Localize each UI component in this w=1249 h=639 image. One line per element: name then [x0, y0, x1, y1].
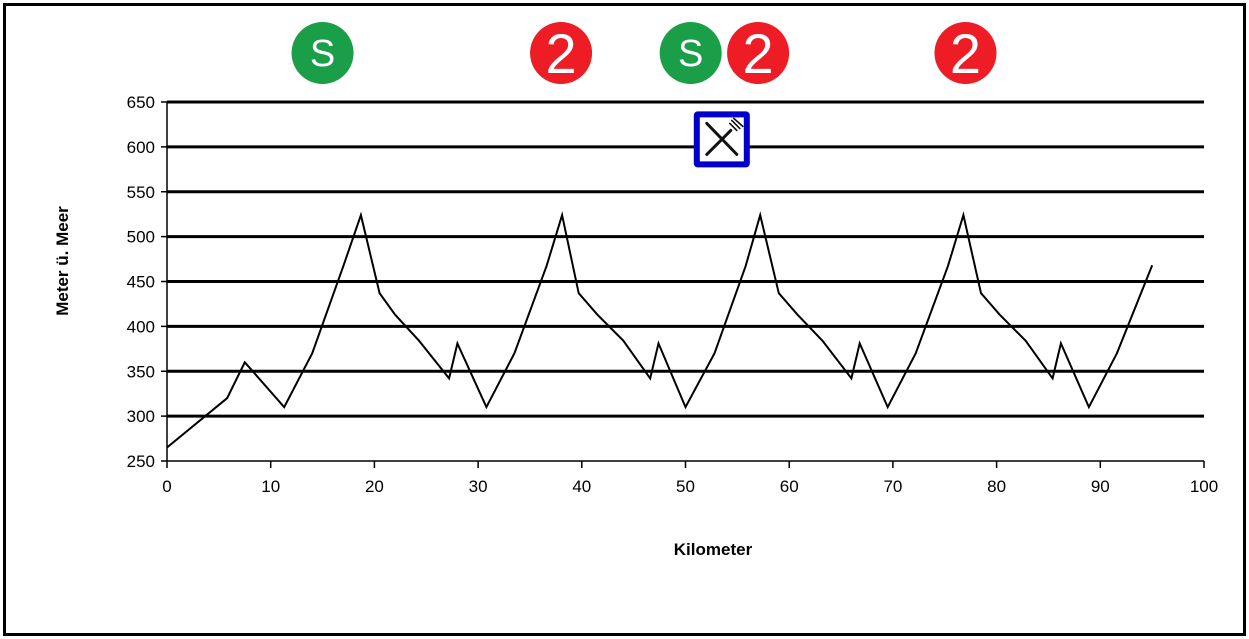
fork-knife-icon: [693, 111, 750, 168]
marker-2-3: 2: [727, 22, 790, 85]
marker-label: 2: [950, 22, 981, 85]
y-tick-label-350: 350: [127, 362, 155, 381]
marker-S-2: S: [659, 22, 722, 84]
y-tick-label-550: 550: [127, 183, 155, 202]
marker-circle: [727, 22, 790, 84]
axes: [161, 101, 1205, 468]
y-tick-label-500: 500: [127, 228, 155, 247]
x-tick-label-10: 10: [261, 477, 280, 496]
x-tick-label-60: 60: [780, 477, 799, 496]
x-tick-label-70: 70: [883, 477, 902, 496]
fork-shape: [705, 128, 733, 156]
tick-labels: 250 300 350 400 450 500 550 600 650 0 10 20 30 40 50 60…: [127, 93, 1219, 496]
x-tick-label-90: 90: [1091, 477, 1110, 496]
x-tick-label-80: 80: [987, 477, 1006, 496]
y-tick-label-250: 250: [127, 452, 155, 471]
marker-circle: [291, 22, 354, 84]
y-tick-label-600: 600: [127, 138, 155, 157]
x-tick-label-40: 40: [572, 477, 591, 496]
y-tick-label-400: 400: [127, 317, 155, 336]
x-tick-label-20: 20: [365, 477, 384, 496]
marker-label: 2: [545, 22, 576, 85]
y-axis-label: Meter ü. Meer: [53, 206, 72, 316]
marker-2-4: 2: [934, 22, 997, 85]
x-tick-label-30: 30: [469, 477, 488, 496]
fork-tine: [728, 122, 738, 132]
marker-circle: [659, 22, 722, 84]
fork-tine: [730, 119, 741, 130]
marker-label: 2: [743, 22, 774, 85]
marker-circle: [530, 22, 593, 84]
x-axis-label: Kilometer: [674, 540, 753, 559]
y-tick-label-450: 450: [127, 273, 155, 292]
marker-circle: [934, 22, 997, 84]
marker-S-0: S: [291, 22, 354, 84]
marker-2-1: 2: [530, 22, 593, 85]
icons: [693, 111, 750, 168]
series: [166, 211, 1154, 449]
marker-label: S: [678, 33, 703, 75]
y-tick-label-300: 300: [127, 407, 155, 426]
x-tick-label-100: 100: [1190, 477, 1218, 496]
y-tick-label-650: 650: [127, 93, 155, 112]
fork-tine: [732, 117, 744, 128]
x-tick-label-0: 0: [162, 477, 171, 496]
grid-lines: [167, 100, 1204, 418]
x-tick-label-50: 50: [676, 477, 695, 496]
chart-frame: [3, 3, 1246, 636]
fork-tines: [728, 117, 744, 132]
elevation-line-0: [166, 211, 1154, 449]
marker-label: S: [310, 33, 335, 75]
